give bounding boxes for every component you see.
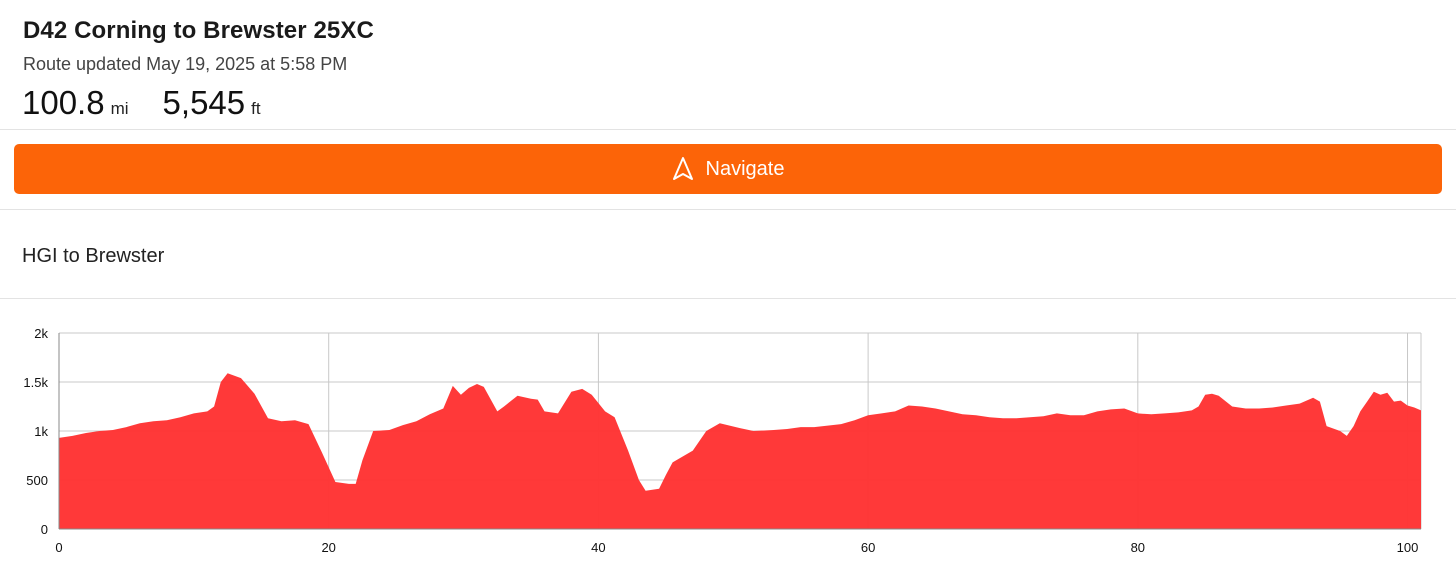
y-tick-label: 2k <box>34 326 48 341</box>
navigate-label: Navigate <box>705 157 785 180</box>
y-tick-label: 0 <box>41 522 48 537</box>
x-tick-label: 60 <box>861 540 875 555</box>
elevation-unit: ft <box>251 99 261 118</box>
distance-value: 100.8 <box>22 84 105 121</box>
x-tick-label: 0 <box>55 540 62 555</box>
divider <box>0 298 1456 299</box>
x-tick-label: 80 <box>1131 540 1145 555</box>
navigation-arrow-icon <box>672 156 694 182</box>
segment-title[interactable]: HGI to Brewster <box>22 245 165 267</box>
y-tick-label: 500 <box>26 473 48 488</box>
y-tick-label: 1.5k <box>23 375 48 390</box>
divider <box>0 209 1456 210</box>
elevation-stat: 5,545 ft <box>163 84 261 122</box>
elevation-area <box>59 373 1421 529</box>
x-tick-label: 100 <box>1397 540 1419 555</box>
divider <box>0 129 1456 130</box>
x-tick-label: 40 <box>591 540 605 555</box>
distance-unit: mi <box>110 99 129 118</box>
elevation-chart[interactable]: 0 500 1k 1.5k 2k 0 20 40 60 80 100 <box>0 300 1456 580</box>
route-title: D42 Corning to Brewster 25XC <box>23 17 374 44</box>
route-updated-timestamp: Route updated May 19, 2025 at 5:58 PM <box>23 54 348 74</box>
elevation-value: 5,545 <box>162 84 246 121</box>
route-stats: 100.8 mi 5,545 ft <box>22 84 295 122</box>
y-tick-label: 1k <box>34 424 48 439</box>
x-tick-label: 20 <box>321 540 335 555</box>
distance-stat: 100.8 mi <box>22 84 129 122</box>
navigate-button[interactable]: Navigate <box>14 144 1442 194</box>
